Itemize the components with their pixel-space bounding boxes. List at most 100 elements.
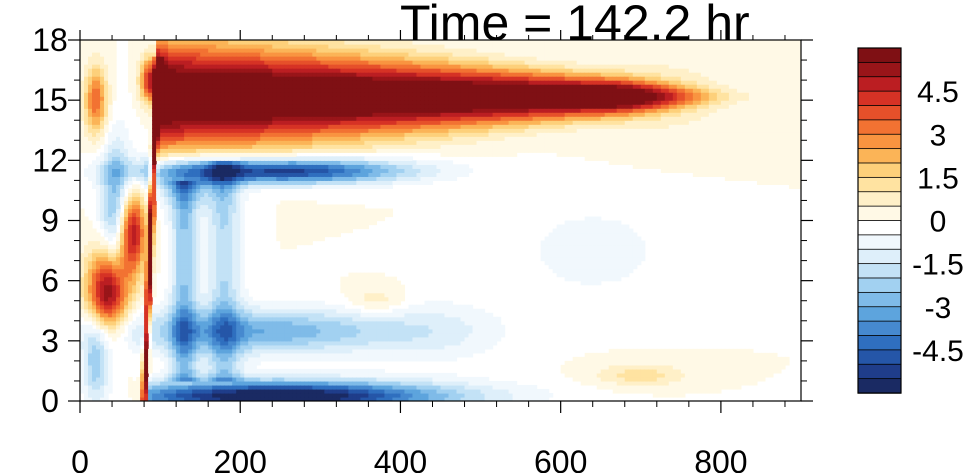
heat-cell <box>328 44 333 49</box>
heat-cell <box>328 160 333 165</box>
heat-cell <box>80 256 85 262</box>
heat-cell <box>176 124 181 129</box>
heat-cell <box>92 292 97 298</box>
heat-cell <box>172 164 177 169</box>
heat-cell <box>200 364 205 370</box>
heat-cell <box>244 308 249 314</box>
heat-cell <box>200 100 205 105</box>
heat-cell <box>228 360 233 366</box>
heat-cell <box>296 304 301 310</box>
heat-cell <box>232 72 237 77</box>
heat-cell <box>84 388 89 394</box>
heat-cell <box>184 288 189 294</box>
heat-cell <box>96 284 101 290</box>
heat-cell <box>196 276 201 282</box>
heat-cell <box>88 312 93 318</box>
heat-cell <box>236 260 241 266</box>
heat-cell <box>148 212 153 218</box>
heat-cell <box>300 332 305 338</box>
heat-cell <box>328 120 333 125</box>
heat-cell <box>192 104 197 109</box>
heat-cell <box>200 116 205 121</box>
heat-cell <box>308 100 313 105</box>
heat-cell <box>232 184 237 190</box>
heat-cell <box>212 332 217 338</box>
heat-cell <box>292 352 297 358</box>
heat-cell <box>184 352 189 358</box>
heat-cell <box>280 356 285 362</box>
heat-cell <box>312 92 317 97</box>
heat-cell <box>132 172 137 177</box>
heat-cell <box>84 340 89 346</box>
heat-cell <box>116 152 121 157</box>
heat-cell <box>228 196 233 202</box>
heat-cell <box>80 336 85 342</box>
heat-cell <box>228 304 233 310</box>
heat-cell <box>84 308 89 314</box>
heat-cell <box>332 120 337 125</box>
heat-cell <box>228 52 233 57</box>
heat-cell <box>164 128 169 133</box>
heat-cell <box>332 52 337 57</box>
heat-cell <box>240 324 245 330</box>
heat-cell <box>112 140 117 145</box>
heat-cell <box>160 120 165 125</box>
heat-cell <box>80 60 85 65</box>
heat-cell <box>196 220 201 226</box>
heat-cell <box>216 156 221 161</box>
heat-cell <box>84 80 89 85</box>
heat-cell <box>200 392 205 398</box>
heat-cell <box>176 128 181 133</box>
heat-cell <box>92 64 97 69</box>
heat-cell <box>220 304 225 310</box>
heat-cell <box>272 144 277 149</box>
heat-cell <box>228 148 233 153</box>
heat-cell <box>148 100 153 105</box>
heat-cell <box>284 160 289 165</box>
heat-cell <box>248 304 253 310</box>
heat-cell <box>192 308 197 314</box>
heat-cell <box>96 380 101 386</box>
heat-cell <box>112 188 117 194</box>
heat-cell <box>308 316 313 322</box>
heat-cell <box>168 316 173 322</box>
heat-cell <box>200 296 205 302</box>
heat-cell <box>196 380 201 386</box>
heat-cell <box>120 224 125 230</box>
heat-cell <box>180 188 185 194</box>
heat-cell <box>128 52 133 57</box>
heat-cell <box>148 96 153 101</box>
heat-cell <box>88 380 93 386</box>
heat-cell <box>284 348 289 354</box>
heat-cell <box>88 360 93 366</box>
heat-cell <box>312 320 317 326</box>
heat-cell <box>264 76 269 81</box>
heat-cell <box>84 392 89 398</box>
heat-cell <box>124 240 129 246</box>
heat-cell <box>240 212 245 218</box>
heat-cell <box>204 88 209 93</box>
heat-cell <box>100 268 105 274</box>
heat-cell <box>108 324 113 330</box>
heat-cell <box>136 80 141 85</box>
heat-cell <box>284 340 289 346</box>
heat-cell <box>192 368 197 374</box>
heat-cell <box>264 352 269 358</box>
heat-cell <box>100 252 105 258</box>
heat-cell <box>172 128 177 133</box>
heat-cell <box>212 292 217 298</box>
heat-cell <box>140 336 145 342</box>
heat-cell <box>280 76 285 81</box>
heat-cell <box>240 332 245 338</box>
heat-cell <box>260 120 265 125</box>
heat-cell <box>268 300 273 306</box>
heat-cell <box>248 68 253 73</box>
heat-cell <box>168 356 173 362</box>
heat-cell <box>144 60 149 65</box>
heat-cell <box>184 216 189 222</box>
heat-cell <box>236 132 241 137</box>
heat-cell <box>212 172 217 177</box>
heat-cell <box>264 160 269 165</box>
heat-cell <box>300 44 305 49</box>
heat-cell <box>80 140 85 145</box>
